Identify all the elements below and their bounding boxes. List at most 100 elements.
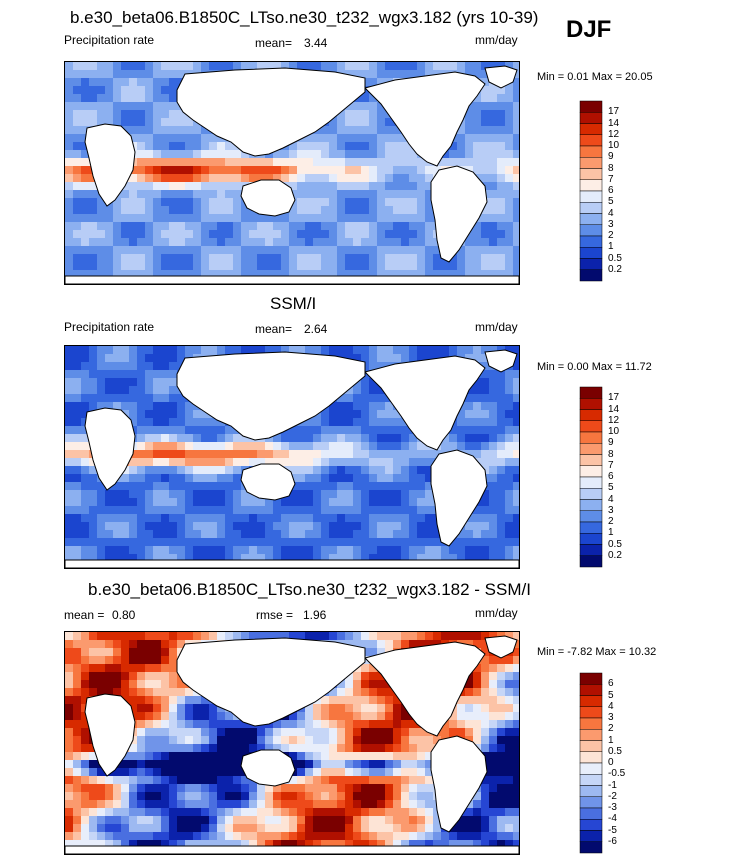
field-cell (225, 808, 233, 816)
field-cell (369, 632, 377, 640)
field-cell (209, 434, 217, 442)
field-cell (505, 538, 513, 546)
field-cell (81, 640, 89, 648)
field-cell (137, 720, 145, 728)
field-cell (169, 704, 177, 712)
field-cell (473, 110, 481, 118)
field-cell (345, 672, 353, 680)
field-cell (81, 466, 89, 474)
field-cell (201, 514, 209, 522)
field-cell (81, 214, 89, 222)
field-cell (281, 792, 289, 800)
field-cell (201, 458, 209, 466)
field-cell (481, 728, 489, 736)
field-cell (145, 238, 153, 246)
field-cell (505, 776, 513, 784)
field-cell (321, 816, 329, 824)
field-cell (433, 554, 441, 562)
field-cell (209, 808, 217, 816)
field-cell (465, 522, 473, 530)
field-cell (481, 370, 489, 378)
field-cell (473, 554, 481, 562)
field-cell (481, 254, 489, 262)
field-cell (457, 554, 465, 562)
field-cell (513, 648, 519, 656)
field-cell (201, 554, 209, 562)
field-cell (401, 522, 409, 530)
field-cell (329, 466, 337, 474)
field-cell (337, 418, 345, 426)
panel3-minmax: Min = -7.82 Max = 10.32 (537, 646, 657, 658)
field-cell (321, 824, 329, 832)
field-cell (137, 62, 145, 70)
field-cell (297, 458, 305, 466)
field-cell (137, 246, 145, 254)
field-cell (209, 418, 217, 426)
field-cell (489, 546, 497, 554)
field-cell (113, 70, 121, 78)
colorbar-tick-label: 0.5 (608, 745, 622, 757)
field-cell (361, 230, 369, 238)
colorbar-swatch (579, 258, 603, 270)
field-cell (81, 362, 89, 370)
field-cell (313, 538, 321, 546)
field-cell (233, 254, 241, 262)
field-cell (377, 466, 385, 474)
field-cell (273, 214, 281, 222)
field-cell (393, 640, 401, 648)
field-cell (345, 816, 353, 824)
field-cell (145, 394, 153, 402)
field-cell (401, 190, 409, 198)
field-cell (233, 760, 241, 768)
panel3-mean-value: 0.80 (112, 608, 136, 622)
field-cell (209, 198, 217, 206)
field-cell (313, 506, 321, 514)
field-cell (377, 254, 385, 262)
field-cell (137, 378, 145, 386)
field-cell (353, 514, 361, 522)
field-cell (289, 222, 297, 230)
field-cell (89, 394, 97, 402)
field-cell (273, 808, 281, 816)
field-cell (161, 354, 169, 362)
field-cell (265, 214, 273, 222)
field-cell (185, 696, 193, 704)
field-cell (153, 720, 161, 728)
field-cell (489, 150, 497, 158)
field-cell (185, 506, 193, 514)
field-cell (185, 458, 193, 466)
field-cell (297, 506, 305, 514)
field-cell (361, 664, 369, 672)
field-cell (209, 134, 217, 142)
field-cell (169, 426, 177, 434)
field-cell (489, 712, 497, 720)
field-cell (241, 238, 249, 246)
field-cell (217, 808, 225, 816)
field-cell (97, 270, 105, 278)
field-cell (385, 832, 393, 840)
field-cell (465, 680, 473, 688)
field-cell (425, 554, 433, 562)
colorbar-swatch (579, 157, 603, 169)
field-cell (65, 426, 73, 434)
field-cell (217, 346, 225, 354)
field-cell (353, 800, 361, 808)
field-cell (457, 538, 465, 546)
field-cell (305, 832, 313, 840)
field-cell (361, 246, 369, 254)
field-cell (329, 142, 337, 150)
field-cell (97, 362, 105, 370)
field-cell (345, 632, 353, 640)
field-cell (137, 270, 145, 278)
field-cell (481, 784, 489, 792)
field-cell (313, 832, 321, 840)
field-cell (329, 262, 337, 270)
field-cell (73, 198, 81, 206)
field-cell (137, 394, 145, 402)
field-cell (409, 640, 417, 648)
field-cell (81, 230, 89, 238)
field-cell (281, 514, 289, 522)
field-cell (121, 482, 129, 490)
field-cell (289, 808, 297, 816)
field-cell (145, 672, 153, 680)
